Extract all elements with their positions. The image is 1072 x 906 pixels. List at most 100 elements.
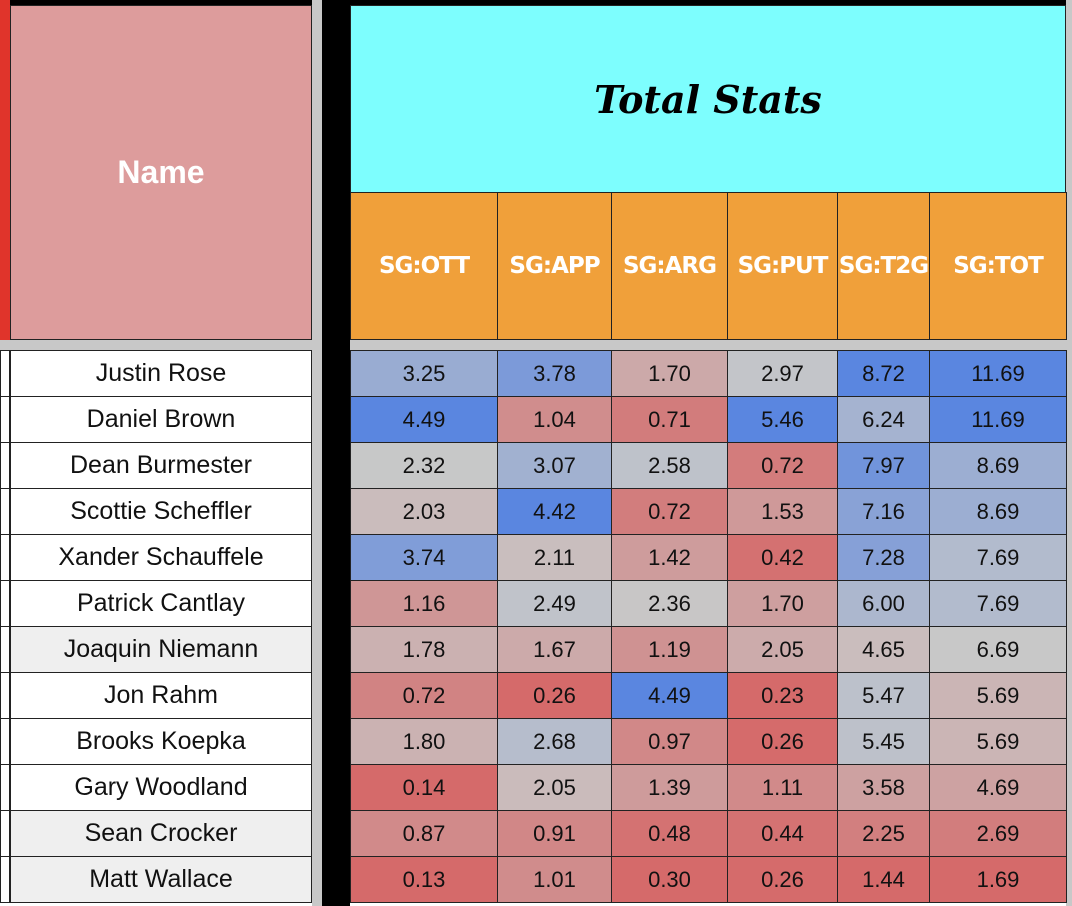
player-name: Sean Crocker [10,810,312,857]
red-strip [0,0,10,340]
row-edge [0,672,10,719]
stat-cell: 11.69 [929,396,1067,443]
stat-cell: 5.45 [837,718,930,765]
stat-cell: 2.32 [350,442,498,489]
stat-cell: 0.26 [727,718,838,765]
stat-cell: 3.78 [497,350,612,397]
stat-cell: 4.69 [929,764,1067,811]
stat-cell: 1.78 [350,626,498,673]
stat-cell: 1.69 [929,856,1067,903]
stat-cell: 8.69 [929,488,1067,535]
stat-cell: 1.16 [350,580,498,627]
stat-cell: 1.39 [611,764,728,811]
stat-cell: 5.69 [929,672,1067,719]
stat-cell: 1.19 [611,626,728,673]
player-name: Xander Schauffele [10,534,312,581]
stat-cell: 8.72 [837,350,930,397]
stat-cell: 3.07 [497,442,612,489]
stat-cell: 1.80 [350,718,498,765]
stat-cell: 4.42 [497,488,612,535]
stat-cell: 2.03 [350,488,498,535]
row-edge [0,534,10,581]
player-name: Brooks Koepka [10,718,312,765]
column-header: SG:PUT [727,192,838,340]
stat-cell: 0.30 [611,856,728,903]
stat-cell: 6.00 [837,580,930,627]
stat-cell: 0.97 [611,718,728,765]
column-header: SG:ARG [611,192,728,340]
row-edge [0,856,10,903]
stat-cell: 7.69 [929,580,1067,627]
stat-cell: 2.05 [497,764,612,811]
row-edge [0,764,10,811]
stat-cell: 1.42 [611,534,728,581]
stat-cell: 0.72 [611,488,728,535]
stat-cell: 6.69 [929,626,1067,673]
stat-cell: 0.13 [350,856,498,903]
stat-cell: 1.70 [611,350,728,397]
stat-cell: 2.36 [611,580,728,627]
player-name: Gary Woodland [10,764,312,811]
gap [312,0,322,906]
row-edge [0,810,10,857]
stat-cell: 0.48 [611,810,728,857]
row-edge [0,488,10,535]
row-edge [0,580,10,627]
name-header: Name [10,5,312,340]
player-name: Justin Rose [10,350,312,397]
stat-cell: 2.68 [497,718,612,765]
stat-cell: 0.42 [727,534,838,581]
player-name: Matt Wallace [10,856,312,903]
stat-cell: 7.97 [837,442,930,489]
separator [0,340,1072,350]
stat-cell: 0.23 [727,672,838,719]
stat-cell: 1.01 [497,856,612,903]
player-name: Jon Rahm [10,672,312,719]
player-name: Daniel Brown [10,396,312,443]
column-header: SG:T2G [837,192,930,340]
group-header: Total Stats [350,5,1066,193]
stat-cell: 3.58 [837,764,930,811]
stat-cell: 1.11 [727,764,838,811]
stat-cell: 7.69 [929,534,1067,581]
stat-cell: 0.44 [727,810,838,857]
stat-cell: 2.25 [837,810,930,857]
stat-cell: 0.26 [727,856,838,903]
stat-cell: 1.04 [497,396,612,443]
stat-cell: 3.25 [350,350,498,397]
row-edge [0,396,10,443]
player-name: Dean Burmester [10,442,312,489]
stat-cell: 2.58 [611,442,728,489]
stat-cell: 0.72 [727,442,838,489]
row-edge [0,350,10,397]
stat-cell: 4.65 [837,626,930,673]
stat-cell: 1.53 [727,488,838,535]
stat-cell: 11.69 [929,350,1067,397]
stat-cell: 5.69 [929,718,1067,765]
stat-cell: 1.44 [837,856,930,903]
right-edge [1066,0,1072,906]
stat-cell: 0.14 [350,764,498,811]
stat-cell: 4.49 [350,396,498,443]
stat-cell: 2.49 [497,580,612,627]
stat-cell: 2.97 [727,350,838,397]
stat-cell: 0.91 [497,810,612,857]
column-header: SG:TOT [929,192,1067,340]
column-header: SG:APP [497,192,612,340]
stat-cell: 0.87 [350,810,498,857]
stat-cell: 4.49 [611,672,728,719]
stat-cell: 1.70 [727,580,838,627]
stat-cell: 3.74 [350,534,498,581]
stat-cell: 0.26 [497,672,612,719]
stat-cell: 0.71 [611,396,728,443]
stat-cell: 5.46 [727,396,838,443]
player-name: Patrick Cantlay [10,580,312,627]
stat-cell: 5.47 [837,672,930,719]
stat-cell: 1.67 [497,626,612,673]
row-edge [0,442,10,489]
black-column [322,0,350,906]
stat-cell: 8.69 [929,442,1067,489]
player-name: Joaquin Niemann [10,626,312,673]
stat-cell: 7.28 [837,534,930,581]
